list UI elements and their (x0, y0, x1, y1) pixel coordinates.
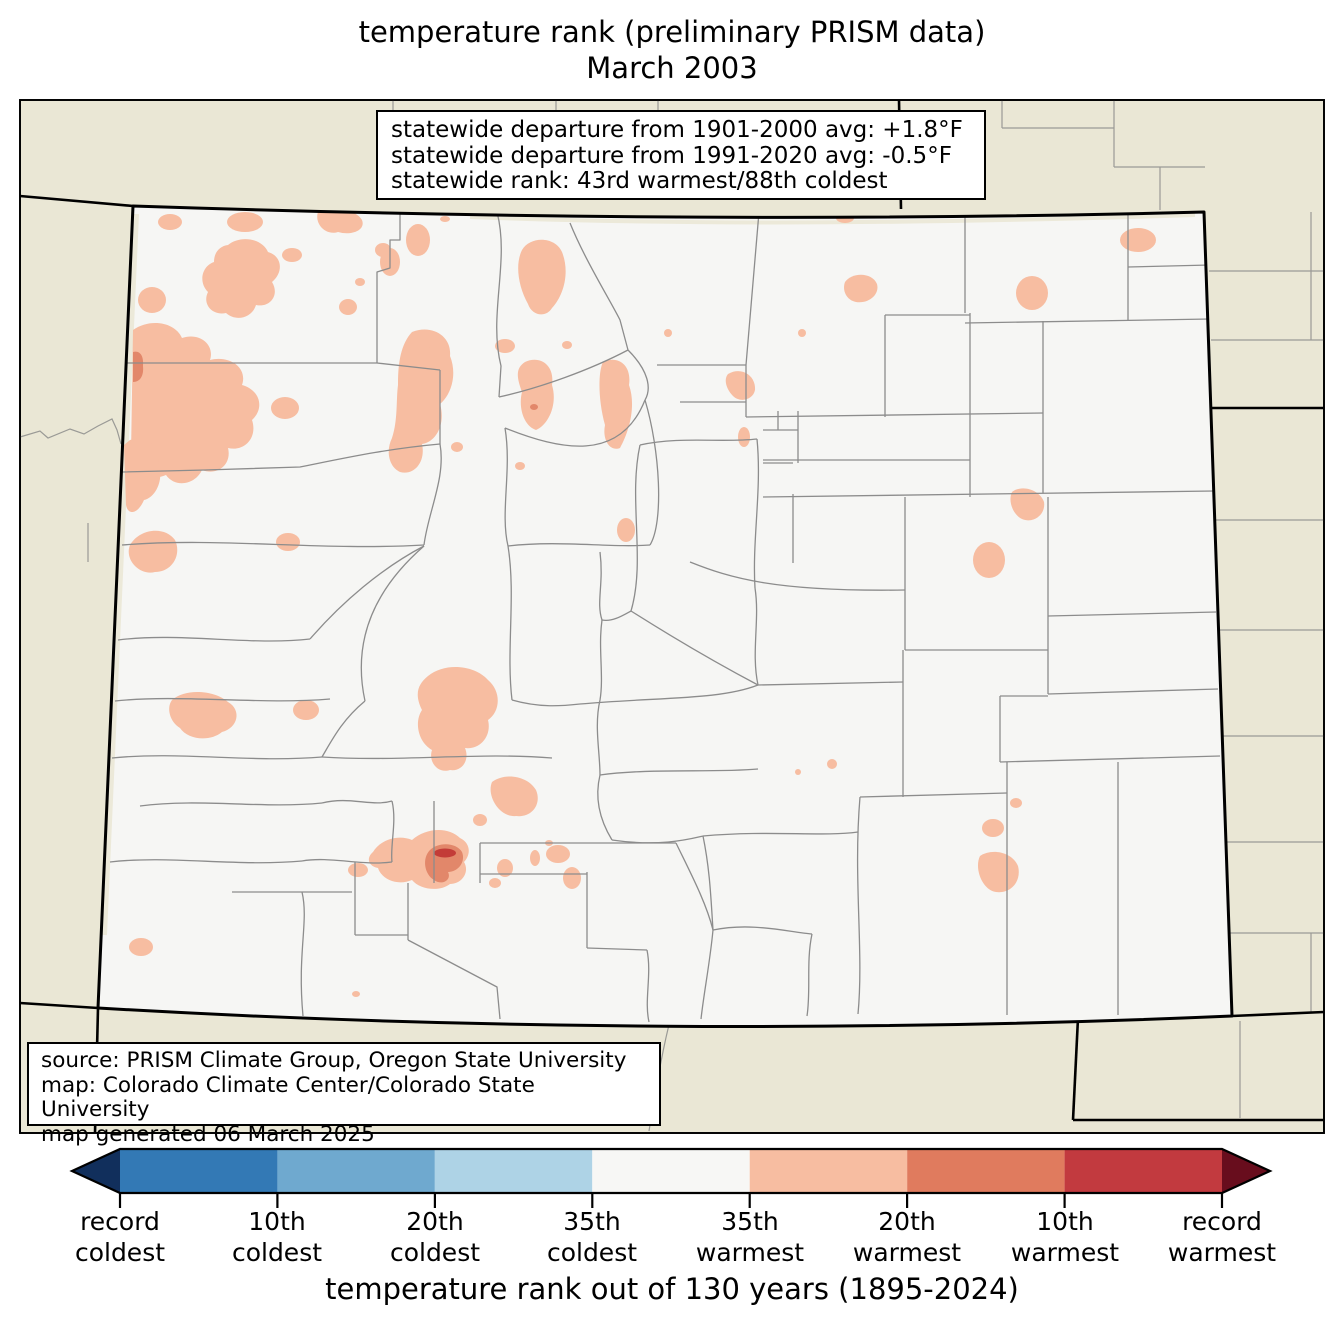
colorbar-arrow-right (1222, 1149, 1270, 1193)
colorbar-tick-label-record-warmest: record warmest (1167, 1207, 1277, 1267)
colorbar-tick-label-35th-warmest: 35th warmest (695, 1207, 805, 1267)
colorbar (69, 1147, 1273, 1208)
stats-box: statewide departure from 1901-2000 avg: … (376, 110, 986, 200)
colorbar-axis-label: temperature rank out of 130 years (1895-… (325, 1272, 1019, 1306)
county-borders (109, 206, 1221, 1023)
colorado-state-border (96, 204, 1234, 1028)
border-fringe (101, 213, 1196, 936)
colorbar-arrow-left (72, 1149, 120, 1193)
record-warm-core (434, 848, 456, 858)
colorbar-tick-label-10th-coldest: 10th coldest (231, 1207, 323, 1267)
source-line2: map: Colorado Climate Center/Colorado St… (41, 1072, 535, 1122)
map-frame (19, 99, 1325, 1134)
colorado-map (19, 99, 1325, 1134)
stats-line2: statewide departure from 1991-2020 avg: … (391, 142, 952, 169)
colorbar-ticks (118, 1193, 1224, 1208)
anomaly-patches-warm10 (434, 848, 456, 858)
colorbar-tick-label-record-coldest: record coldest (74, 1207, 166, 1267)
colorbar-tick-label-20th-coldest: 20th coldest (389, 1207, 481, 1267)
stats-line3: statewide rank: 43rd warmest/88th coldes… (391, 168, 888, 194)
colorbar-tick-label-10th-warmest: 10th warmest (1010, 1207, 1120, 1267)
title-line1: temperature rank (preliminary PRISM data… (358, 15, 986, 49)
source-line3: map generated 06 March 2025 (41, 1121, 375, 1147)
colorbar-seg-3 (592, 1149, 750, 1193)
colorbar-tick-label-35th-coldest: 35th coldest (546, 1207, 638, 1267)
colorbar-seg-6 (1064, 1149, 1222, 1193)
colorbar-seg-5 (907, 1149, 1065, 1193)
source-line1: source: PRISM Climate Group, Oregon Stat… (41, 1048, 627, 1073)
colorado-state-shape (98, 206, 1232, 1027)
title-line2: March 2003 (586, 51, 758, 85)
colorbar-seg-1 (277, 1149, 435, 1193)
source-box: source: PRISM Climate Group, Oregon Stat… (27, 1042, 661, 1146)
stats-line1: statewide departure from 1901-2000 avg: … (391, 117, 963, 143)
anomaly-patches-warm35 (124, 208, 1156, 997)
colorbar-seg-4 (749, 1149, 908, 1193)
colorbar-seg-2 (434, 1149, 593, 1193)
colorbar-tick-label-20th-warmest: 20th warmest (852, 1207, 962, 1267)
colorbar-seg-0 (120, 1149, 278, 1193)
page-title: temperature rank (preliminary PRISM data… (0, 14, 1344, 86)
